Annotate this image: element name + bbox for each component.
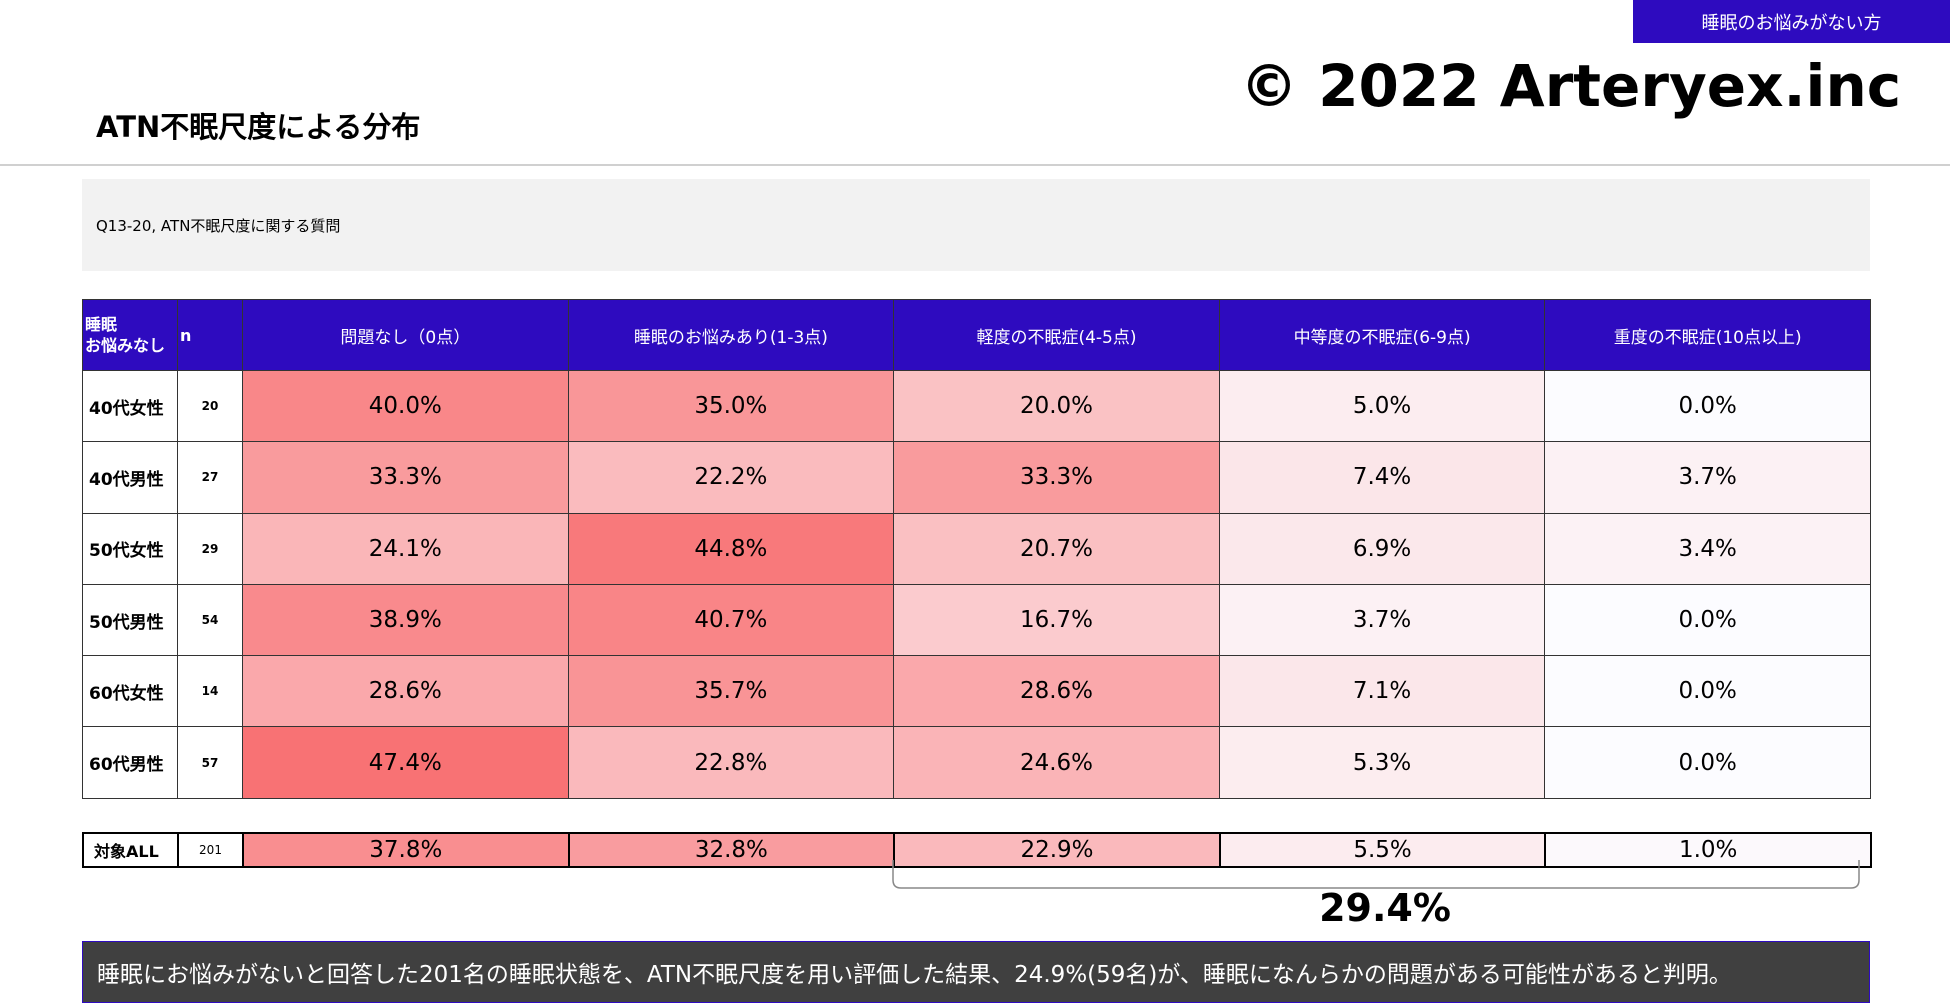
segment-label: 50代女性	[82, 512, 178, 585]
total-row-table: 対象ALL 201 37.8% 32.8% 22.9% 5.5% 1.0%	[82, 832, 1872, 868]
sample-size: 20	[177, 369, 243, 443]
percentage-cell: 40.7%	[567, 583, 895, 657]
percentage-cell: 22.8%	[567, 726, 895, 799]
table-row: 50代男性 54 38.9% 40.7% 16.7% 3.7% 0.0%	[82, 583, 1871, 657]
conclusion-banner: 睡眠にお悩みがないと回答した201名の睡眠状態を、ATN不眠尺度を用い評価した結…	[82, 941, 1870, 1003]
grouping-bracket	[892, 860, 1860, 889]
audience-tag: 睡眠のお悩みがない方	[1633, 0, 1950, 43]
percentage-cell: 0.0%	[1544, 726, 1871, 799]
total-row: 対象ALL 201 37.8% 32.8% 22.9% 5.5% 1.0%	[82, 832, 1872, 868]
percentage-cell: 33.3%	[893, 441, 1220, 514]
page-title: ATN不眠尺度による分布	[96, 110, 421, 144]
column-header: 軽度の不眠症(4-5点)	[893, 299, 1220, 371]
percentage-cell: 0.0%	[1544, 369, 1871, 443]
header-divider	[0, 164, 1950, 166]
percentage-cell: 7.1%	[1218, 655, 1546, 728]
percentage-cell: 7.4%	[1218, 441, 1546, 514]
table-row: 40代女性 20 40.0% 35.0% 20.0% 5.0% 0.0%	[82, 369, 1871, 443]
percentage-cell: 24.6%	[893, 726, 1220, 799]
sample-size: 54	[177, 583, 243, 657]
sample-size: 27	[177, 441, 243, 514]
table-row: 40代男性 27 33.3% 22.2% 33.3% 7.4% 3.7%	[82, 441, 1871, 514]
percentage-cell: 1.0%	[1544, 832, 1872, 868]
distribution-table: 睡眠 お悩みなし n 問題なし（0点） 睡眠のお悩みあり(1-3点) 軽度の不眠…	[82, 299, 1871, 799]
column-header: 重度の不眠症(10点以上)	[1544, 299, 1871, 371]
percentage-cell: 5.0%	[1218, 369, 1546, 443]
column-header: 問題なし（0点）	[242, 299, 569, 371]
percentage-cell: 22.9%	[893, 832, 1221, 868]
sample-size: 201	[177, 832, 244, 868]
segment-label: 40代男性	[82, 441, 178, 514]
percentage-cell: 38.9%	[242, 583, 569, 657]
percentage-cell: 3.7%	[1544, 441, 1871, 514]
segment-label: 対象ALL	[82, 832, 179, 868]
table-header-row: 睡眠 お悩みなし n 問題なし（0点） 睡眠のお悩みあり(1-3点) 軽度の不眠…	[82, 299, 1871, 371]
segment-label: 60代女性	[82, 655, 178, 728]
table-row: 60代男性 57 47.4% 22.8% 24.6% 5.3% 0.0%	[82, 726, 1871, 799]
percentage-cell: 35.0%	[567, 369, 895, 443]
percentage-cell: 0.0%	[1544, 583, 1871, 657]
sample-size: 29	[177, 512, 243, 585]
segment-column-header: 睡眠 お悩みなし	[82, 299, 178, 371]
n-column-header: n	[177, 299, 243, 371]
percentage-cell: 28.6%	[893, 655, 1220, 728]
column-header: 中等度の不眠症(6-9点)	[1218, 299, 1546, 371]
conclusion-text: 睡眠にお悩みがないと回答した201名の睡眠状態を、ATN不眠尺度を用い評価した結…	[97, 962, 1732, 988]
bracket-total-value: 29.4%	[1319, 886, 1451, 930]
table-row: 50代女性 29 24.1% 44.8% 20.7% 6.9% 3.4%	[82, 512, 1871, 585]
percentage-cell: 32.8%	[567, 832, 896, 868]
percentage-cell: 20.7%	[893, 512, 1220, 585]
table-row: 60代女性 14 28.6% 35.7% 28.6% 7.1% 0.0%	[82, 655, 1871, 728]
sample-size: 57	[177, 726, 243, 799]
segment-header-line2: お悩みなし	[85, 336, 166, 355]
percentage-cell: 37.8%	[242, 832, 570, 868]
question-text: Q13-20, ATN不眠尺度に関する質問	[96, 216, 341, 235]
copyright-notice: © 2022 Arteryex.inc	[1240, 52, 1902, 120]
percentage-cell: 33.3%	[242, 441, 569, 514]
percentage-cell: 40.0%	[242, 369, 569, 443]
percentage-cell: 3.4%	[1544, 512, 1871, 585]
percentage-cell: 3.7%	[1218, 583, 1546, 657]
sample-size: 14	[177, 655, 243, 728]
percentage-cell: 16.7%	[893, 583, 1220, 657]
percentage-cell: 0.0%	[1544, 655, 1871, 728]
segment-header-line1: 睡眠	[85, 315, 118, 334]
percentage-cell: 5.5%	[1218, 832, 1547, 868]
percentage-cell: 5.3%	[1218, 726, 1546, 799]
percentage-cell: 47.4%	[242, 726, 569, 799]
percentage-cell: 6.9%	[1218, 512, 1546, 585]
percentage-cell: 20.0%	[893, 369, 1220, 443]
percentage-cell: 35.7%	[567, 655, 895, 728]
segment-label: 60代男性	[82, 726, 178, 799]
percentage-cell: 28.6%	[242, 655, 569, 728]
percentage-cell: 22.2%	[567, 441, 895, 514]
percentage-cell: 44.8%	[567, 512, 895, 585]
percentage-cell: 24.1%	[242, 512, 569, 585]
question-box: Q13-20, ATN不眠尺度に関する質問	[82, 179, 1870, 271]
segment-label: 50代男性	[82, 583, 178, 657]
segment-label: 40代女性	[82, 369, 178, 443]
column-header: 睡眠のお悩みあり(1-3点)	[567, 299, 895, 371]
